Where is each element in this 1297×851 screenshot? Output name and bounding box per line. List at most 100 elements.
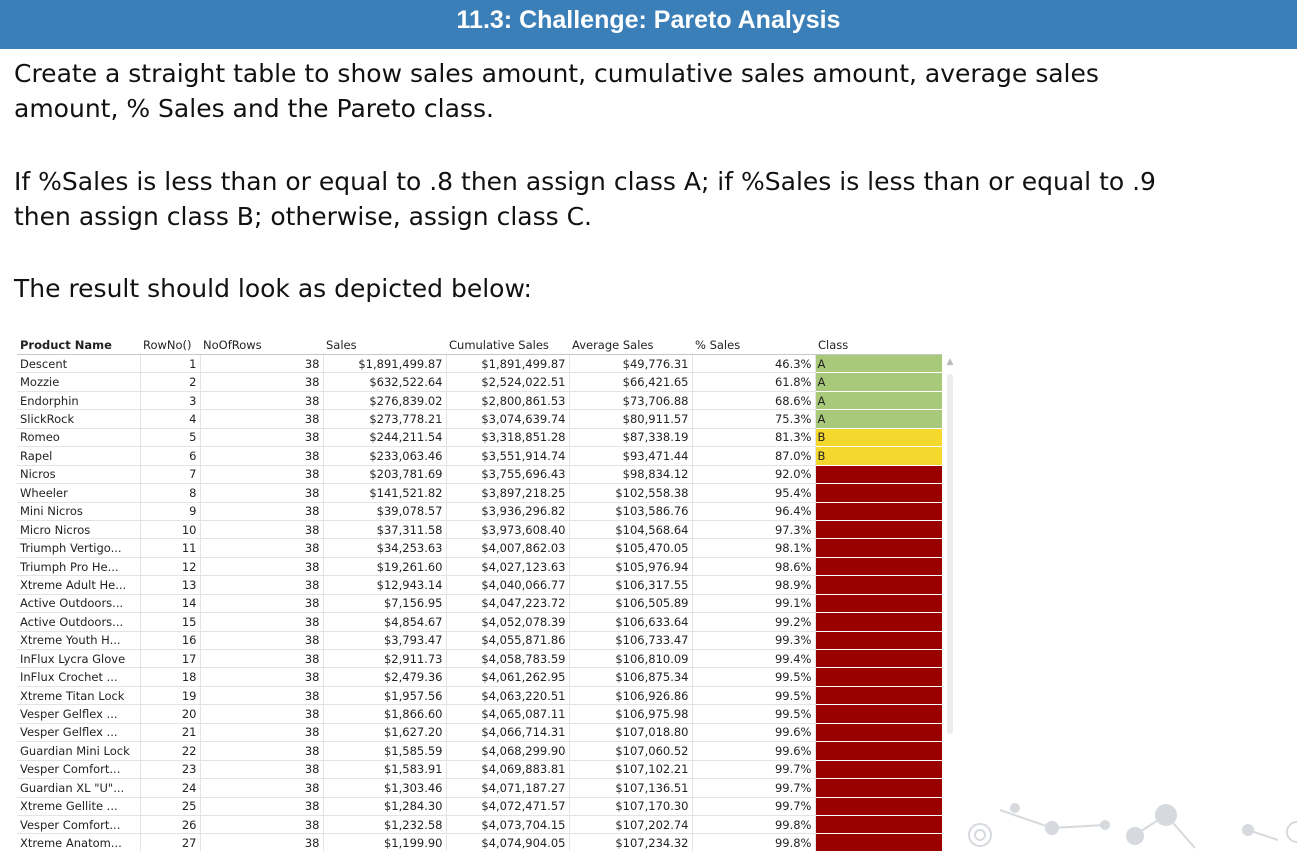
table-row[interactable]: Nicros 7 38 $203,781.69 $3,755,696.43 $98,834… [17,465,942,485]
cell-percent-sales: 99.7% [692,760,816,780]
table-scrollbar[interactable]: ▲ [945,356,955,851]
cell-sales: $4,854.67 [323,612,447,632]
table-row[interactable]: Vesper Gelflex ... 21 38 $1,627.20 $4,066,71… [17,723,942,743]
cell-product-name: Wheeler [17,483,141,503]
column-header-rowno[interactable]: RowNo() [140,336,200,355]
cell-cumulative-sales: $2,524,022.51 [446,372,570,392]
cell-sales: $37,311.58 [323,520,447,540]
cell-class [815,465,942,485]
table-row[interactable]: Descent 1 38 $1,891,499.87 $1,891,499.87 $49,… [17,354,942,374]
cell-sales: $141,521.82 [323,483,447,503]
table-row[interactable]: Wheeler 8 38 $141,521.82 $3,897,218.25 $102,5… [17,483,942,503]
cell-noofrows: 38 [200,520,324,540]
cell-percent-sales: 98.1% [692,538,816,558]
table-row[interactable]: Guardian Mini Lock 22 38 $1,585.59 $4,068,29… [17,741,942,761]
table-row[interactable]: Xtreme Adult He... 13 38 $12,943.14 $4,040,0… [17,575,942,595]
cell-product-name: Guardian XL "U"... [17,778,141,798]
table-row[interactable]: Triumph Vertigo... 11 38 $34,253.63 $4,007,8… [17,538,942,558]
cell-percent-sales: 75.3% [692,409,816,429]
cell-noofrows: 38 [200,409,324,429]
table-row[interactable]: Active Outdoors... 15 38 $4,854.67 $4,052,07… [17,612,942,632]
cell-cumulative-sales: $4,061,262.95 [446,667,570,687]
cell-noofrows: 38 [200,557,324,577]
cell-cumulative-sales: $3,897,218.25 [446,483,570,503]
cell-noofrows: 38 [200,704,324,724]
cell-class [815,815,942,835]
cell-sales: $2,479.36 [323,667,447,687]
cell-average-sales: $49,776.31 [569,354,693,374]
table-row[interactable]: SlickRock 4 38 $273,778.21 $3,074,639.74 $80,… [17,409,942,429]
column-header-percent-sales[interactable]: % Sales [692,336,815,355]
scroll-up-arrow-icon[interactable]: ▲ [946,357,954,367]
cell-rowno: 18 [140,667,201,687]
cell-class: A [815,409,942,429]
table-row[interactable]: Vesper Gelflex ... 20 38 $1,866.60 $4,065,08… [17,704,942,724]
cell-sales: $1,866.60 [323,704,447,724]
cell-average-sales: $107,136.51 [569,778,693,798]
table-row[interactable]: Guardian XL "U"... 24 38 $1,303.46 $4,071,18… [17,778,942,798]
cell-product-name: Vesper Gelflex ... [17,723,141,743]
cell-rowno: 19 [140,686,201,706]
cell-product-name: InFlux Lycra Glove [17,649,141,669]
table-row[interactable]: Vesper Comfort... 26 38 $1,232.58 $4,073,704… [17,815,942,835]
cell-cumulative-sales: $4,071,187.27 [446,778,570,798]
table-row[interactable]: Mozzie 2 38 $632,522.64 $2,524,022.51 $66,421… [17,372,942,392]
cell-rowno: 5 [140,428,201,448]
cell-class [815,649,942,669]
cell-sales: $1,585.59 [323,741,447,761]
cell-cumulative-sales: $4,068,299.90 [446,741,570,761]
cell-class [815,778,942,798]
cell-class [815,667,942,687]
cell-product-name: SlickRock [17,409,141,429]
cell-sales: $1,891,499.87 [323,354,447,374]
cell-sales: $2,911.73 [323,649,447,669]
cell-noofrows: 38 [200,797,324,816]
cell-average-sales: $106,975.98 [569,704,693,724]
cell-rowno: 20 [140,704,201,724]
table-row[interactable]: Triumph Pro He... 12 38 $19,261.60 $4,027,12… [17,557,942,577]
cell-percent-sales: 99.3% [692,631,816,651]
cell-rowno: 15 [140,612,201,632]
cell-class [815,833,942,851]
column-header-sales[interactable]: Sales [323,336,446,355]
column-header-average-sales[interactable]: Average Sales [569,336,692,355]
column-header-cumulative-sales[interactable]: Cumulative Sales [446,336,569,355]
cell-cumulative-sales: $4,073,704.15 [446,815,570,835]
cell-percent-sales: 96.4% [692,502,816,521]
table-row[interactable]: Mini Nicros 9 38 $39,078.57 $3,936,296.82 $10… [17,502,942,521]
cell-sales: $3,793.47 [323,631,447,651]
cell-sales: $273,778.21 [323,409,447,429]
cell-percent-sales: 81.3% [692,428,816,448]
cell-product-name: Vesper Gelflex ... [17,704,141,724]
cell-class [815,575,942,595]
scrollbar-thumb[interactable] [947,374,953,734]
table-row[interactable]: Active Outdoors... 14 38 $7,156.95 $4,047,22… [17,594,942,614]
table-row[interactable]: Endorphin 3 38 $276,839.02 $2,800,861.53 $73,… [17,391,942,411]
table-row[interactable]: Xtreme Anatom... 27 38 $1,199.90 $4,074,904.… [17,833,942,851]
table-row[interactable]: Rapel 6 38 $233,063.46 $3,551,914.74 $93,471.… [17,446,942,466]
column-header-noofrows[interactable]: NoOfRows [200,336,323,355]
cell-rowno: 3 [140,391,201,411]
cell-average-sales: $107,102.21 [569,760,693,780]
table-row[interactable]: Xtreme Gellite ... 25 38 $1,284.30 $4,072,47… [17,797,942,816]
cell-class [815,741,942,761]
cell-percent-sales: 87.0% [692,446,816,466]
cell-noofrows: 38 [200,391,324,411]
table-row[interactable]: Micro Nicros 10 38 $37,311.58 $3,973,608.40 $… [17,520,942,540]
table-row[interactable]: Vesper Comfort... 23 38 $1,583.91 $4,069,883… [17,760,942,780]
column-header-class[interactable]: Class [815,336,942,355]
cell-percent-sales: 99.6% [692,723,816,743]
cell-percent-sales: 99.8% [692,833,816,851]
column-header-product-name[interactable]: Product Name [17,336,140,355]
cell-sales: $276,839.02 [323,391,447,411]
table-row[interactable]: Xtreme Titan Lock 19 38 $1,957.56 $4,063,220… [17,686,942,706]
cell-rowno: 24 [140,778,201,798]
cell-class [815,723,942,743]
table-row[interactable]: Xtreme Youth H... 16 38 $3,793.47 $4,055,871… [17,631,942,651]
cell-average-sales: $107,060.52 [569,741,693,761]
table-row[interactable]: Romeo 5 38 $244,211.54 $3,318,851.28 $87,338.… [17,428,942,448]
cell-percent-sales: 92.0% [692,465,816,485]
cell-product-name: Mini Nicros [17,502,141,521]
table-row[interactable]: InFlux Lycra Glove 17 38 $2,911.73 $4,058,78… [17,649,942,669]
table-row[interactable]: InFlux Crochet ... 18 38 $2,479.36 $4,061,26… [17,667,942,687]
